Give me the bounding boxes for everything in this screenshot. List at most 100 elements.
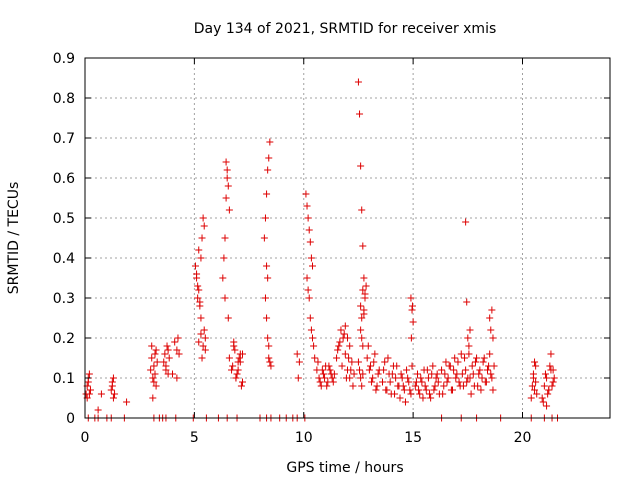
data-point xyxy=(318,366,326,374)
data-point xyxy=(396,394,404,402)
data-point xyxy=(195,338,203,346)
data-point xyxy=(409,318,417,326)
data-point xyxy=(196,298,204,306)
data-point xyxy=(391,390,399,398)
data-point xyxy=(357,302,365,310)
x-tick-label: 5 xyxy=(190,430,199,446)
data-point xyxy=(341,322,349,330)
data-point xyxy=(440,382,448,390)
data-point xyxy=(427,394,435,402)
data-point xyxy=(361,290,369,298)
data-point xyxy=(263,314,271,322)
x-tick-label: 15 xyxy=(404,430,422,446)
data-point xyxy=(264,334,272,342)
data-point xyxy=(405,378,413,386)
data-point xyxy=(149,394,157,402)
data-point xyxy=(194,294,202,302)
data-point xyxy=(484,366,491,374)
data-point xyxy=(401,398,409,406)
data-point xyxy=(488,374,496,382)
data-point xyxy=(371,350,379,358)
data-point xyxy=(365,366,373,374)
data-point xyxy=(473,354,481,362)
data-point xyxy=(358,206,366,214)
data-point xyxy=(444,374,452,382)
data-point xyxy=(373,382,381,390)
data-point xyxy=(454,358,462,366)
x-tick-label: 10 xyxy=(295,430,313,446)
data-point xyxy=(489,334,497,342)
data-point xyxy=(362,282,370,290)
data-point xyxy=(326,366,334,374)
data-point xyxy=(380,366,388,374)
data-point xyxy=(407,294,415,302)
data-point xyxy=(97,390,105,398)
data-point xyxy=(388,370,396,378)
data-point xyxy=(294,374,302,382)
data-point xyxy=(540,382,548,390)
data-point xyxy=(338,362,346,370)
data-point xyxy=(260,234,268,242)
data-point xyxy=(359,242,367,250)
data-point xyxy=(532,378,540,386)
data-point xyxy=(538,394,546,402)
data-point xyxy=(342,374,350,382)
data-point xyxy=(359,286,367,294)
data-point xyxy=(466,326,474,334)
chart-title: Day 134 of 2021, SRMTID for receiver xmi… xyxy=(194,21,497,37)
data-point xyxy=(456,382,464,390)
data-point xyxy=(363,354,371,362)
data-point xyxy=(356,110,364,118)
data-point xyxy=(335,342,343,350)
y-tick-labels: 0 0.1 0.2 0.3 0.4 0.5 0.6 0.7 0.8 0.9 xyxy=(53,51,75,427)
data-point xyxy=(463,378,471,386)
data-point xyxy=(199,214,207,222)
data-point xyxy=(162,362,170,370)
data-point xyxy=(408,302,416,310)
data-point xyxy=(364,342,372,350)
data-point xyxy=(346,342,354,350)
y-tick-label: 0.4 xyxy=(53,251,75,267)
data-point xyxy=(171,338,179,346)
data-point xyxy=(237,382,245,390)
data-point xyxy=(358,314,366,322)
data-point xyxy=(265,354,273,362)
data-point xyxy=(430,386,438,394)
data-point xyxy=(304,214,312,222)
data-point xyxy=(233,370,241,378)
data-point xyxy=(403,366,411,374)
data-point xyxy=(382,386,390,394)
data-point xyxy=(200,326,208,334)
data-point xyxy=(295,358,303,366)
data-point xyxy=(201,346,209,354)
data-point xyxy=(152,382,160,390)
data-point xyxy=(466,374,474,382)
data-point xyxy=(347,366,355,374)
data-point xyxy=(323,382,331,390)
data-point xyxy=(452,374,460,382)
y-tick-label: 0.3 xyxy=(53,291,75,307)
data-point xyxy=(239,378,246,386)
data-point xyxy=(261,294,269,302)
data-point xyxy=(358,334,366,342)
data-point xyxy=(404,374,412,382)
data-point xyxy=(545,386,553,394)
data-point xyxy=(465,342,473,350)
data-point xyxy=(419,394,427,402)
data-point xyxy=(455,378,463,386)
data-point xyxy=(306,314,314,322)
data-point xyxy=(345,354,353,362)
data-point xyxy=(321,374,329,382)
data-point xyxy=(488,306,496,314)
data-point xyxy=(223,174,231,182)
data-point xyxy=(230,338,238,346)
data-point xyxy=(329,378,337,386)
data-point xyxy=(356,366,364,374)
data-point xyxy=(406,386,414,394)
data-point xyxy=(340,330,348,338)
data-point xyxy=(173,346,181,354)
data-point xyxy=(414,370,421,378)
data-point xyxy=(369,374,377,382)
x-axis-label: GPS time / hours xyxy=(286,460,403,476)
